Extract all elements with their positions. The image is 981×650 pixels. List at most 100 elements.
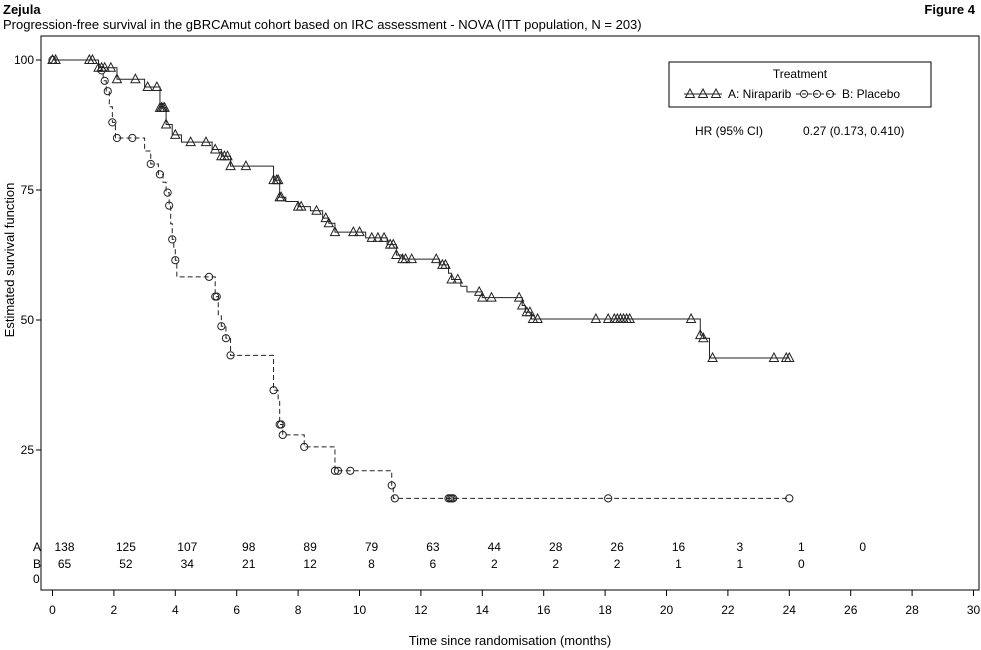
censor-marker-niraparib [387,238,399,249]
censor-marker-niraparib [440,258,451,269]
censor-marker-placebo [604,494,613,503]
censor-marker-niraparib [105,61,117,72]
risk-count: 63 [426,540,440,554]
legend-swatch-placebo [796,89,838,99]
censor-marker-niraparib [780,351,792,362]
legend-box [668,61,932,108]
legend-marker-niraparib [684,87,696,98]
drug-name: Zejula [3,2,41,17]
censor-marker-niraparib [476,291,488,302]
x-tick-label: 22 [721,603,735,617]
censor-marker-placebo [217,322,226,331]
censor-marker-niraparib [329,226,341,237]
censor-marker-niraparib [185,136,196,147]
risk-count: 107 [177,540,197,554]
censor-marker-niraparib [707,351,718,362]
censor-marker-placebo [103,87,112,96]
censor-marker-niraparib [151,80,163,92]
censor-marker-placebo [128,133,137,143]
censor-marker-niraparib [142,80,154,92]
censor-marker-placebo [155,170,165,179]
censor-marker-placebo [346,466,355,475]
legend-title: Treatment [773,67,828,81]
censor-marker-niraparib [612,312,623,323]
legend-label-niraparib: A: Niraparib [728,87,792,101]
censor-marker-placebo [112,133,122,143]
censor-marker-niraparib [320,212,332,223]
risk-count: 0 [798,557,805,571]
placebo-curve [52,59,790,499]
censor-marker-niraparib [348,226,359,237]
y-axis-label: Estimated survival function [2,183,17,338]
legend-marker-placebo [799,89,809,99]
censor-marker-niraparib [311,204,322,215]
hr-value: 0.27 (0.173, 0.410) [803,124,904,138]
censor-marker-niraparib [608,312,620,323]
y-tick-label: 50 [21,313,35,327]
risk-count: 3 [737,540,744,554]
risk-count: 0 [859,540,866,554]
x-tick-label: 24 [783,603,797,617]
censor-marker-niraparib [84,53,95,64]
censor-marker-niraparib [366,231,378,242]
censor-marker-placebo [300,442,309,451]
risk-count: 1 [737,557,744,571]
censor-marker-niraparib [516,299,528,310]
x-tick-label: 2 [111,603,118,617]
risk-count: 138 [54,540,74,554]
risk-count: 52 [119,557,133,571]
censor-marker-niraparib [130,73,141,84]
risk-count: 34 [181,557,195,571]
censor-marker-niraparib [378,231,390,242]
legend: Treatment A: Niraparib B: Placebo [668,61,932,108]
risk-count: 6 [430,557,437,571]
legend-marker-placebo [812,89,822,99]
legend-marker-niraparib [697,87,709,98]
risk-count: 2 [491,557,498,571]
censor-marker-placebo [221,334,231,343]
censor-marker-niraparib [685,312,697,323]
plot-frame [40,35,980,591]
censor-marker-niraparib [400,253,411,264]
risk-count: 1 [798,540,805,554]
censor-marker-niraparib [618,312,629,323]
censor-marker-niraparib [391,248,402,259]
censor-marker-niraparib [200,136,212,147]
censor-marker-placebo [204,272,214,281]
censor-marker-niraparib [615,312,626,323]
risk-table: A 138 125 107 98 89 79 63 44 28 26 16 3 1 0B 65 52 34 21 12… [33,540,866,586]
x-tick-label: 20 [660,603,674,617]
censor-marker-niraparib [486,291,497,302]
risk-count: 8 [368,557,375,571]
censor-marker-niraparib [156,101,167,112]
censor-marker-placebo [387,481,396,490]
legend-label-placebo: B: Placebo [842,87,900,101]
censor-marker-niraparib [272,174,284,185]
chart-subtitle: Progression-free survival in the gBRCAmu… [3,17,642,32]
risk-count: 26 [610,540,624,554]
censor-marker-niraparib [323,217,335,228]
censor-marker-niraparib [446,273,457,284]
censor-marker-niraparib [473,285,485,296]
censor-marker-niraparib [275,191,287,202]
legend-marker-placebo [825,89,835,99]
legend-swatch-niraparib [684,87,722,98]
risk-count: 2 [614,557,621,571]
risk-row-label: A [33,540,41,554]
x-tick-label: 4 [172,603,179,617]
risk-count: 125 [116,540,136,554]
censor-marker-placebo [171,256,180,265]
censor-marker-niraparib [240,160,252,171]
censor-marker-placebo [163,188,172,197]
figure-label: Figure 4 [924,2,975,17]
censor-marker-placebo [278,430,287,440]
x-tick-label: 28 [905,603,919,617]
censor-marker-niraparib [372,231,384,242]
risk-count: 79 [365,540,379,554]
censor-marker-placebo [108,118,117,127]
risk-count: 1 [675,557,682,571]
censor-marker-placebo [277,420,286,429]
censor-marker-niraparib [532,312,543,323]
censor-marker-placebo [168,235,177,244]
